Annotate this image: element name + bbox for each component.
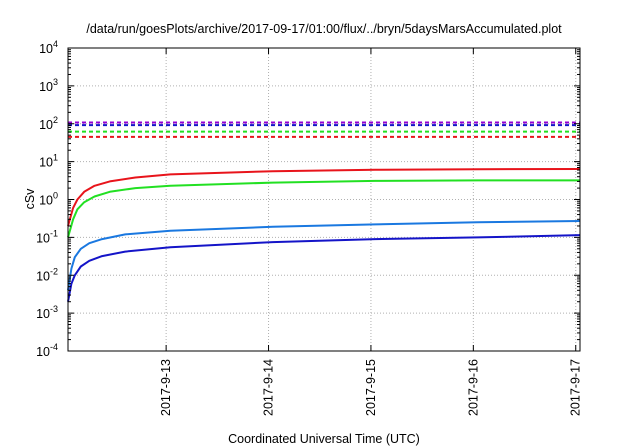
y-tick-label: 10-3: [36, 304, 58, 321]
x-tick-label: 2017-9-17: [569, 359, 583, 416]
series-line-1: [67, 168, 581, 227]
x-axis-label: Coordinated Universal Time (UTC): [228, 432, 420, 446]
y-tick-label: 101: [39, 153, 58, 170]
series-line-2: [67, 179, 580, 238]
series-line-3: [67, 220, 581, 291]
y-tick-label: 10-4: [36, 342, 58, 359]
x-tick-label: 2017-9-13: [159, 359, 173, 416]
x-axis-ticks: 2017-9-13 2017-9-14 2017-9-15 2017-9-16 2017…: [159, 48, 583, 416]
x-tick-label: 2017-9-16: [466, 359, 480, 416]
x-tick-label: 2017-9-14: [262, 359, 276, 416]
y-tick-label: 102: [39, 115, 58, 132]
y-tick-label: 10-2: [36, 266, 58, 283]
chart-title: /data/run/goesPlots/archive/2017-09-17/0…: [86, 22, 562, 36]
series-lines: [67, 121, 581, 302]
y-axis-label: cSv: [23, 188, 37, 210]
x-tick-label: 2017-9-15: [364, 359, 378, 416]
grid: [68, 48, 580, 351]
series-line-4: [67, 234, 581, 302]
y-tick-label: 100: [39, 191, 58, 208]
y-tick-label: 10-1: [36, 228, 58, 245]
y-tick-label: 103: [39, 77, 58, 94]
y-tick-label: 104: [39, 39, 58, 56]
